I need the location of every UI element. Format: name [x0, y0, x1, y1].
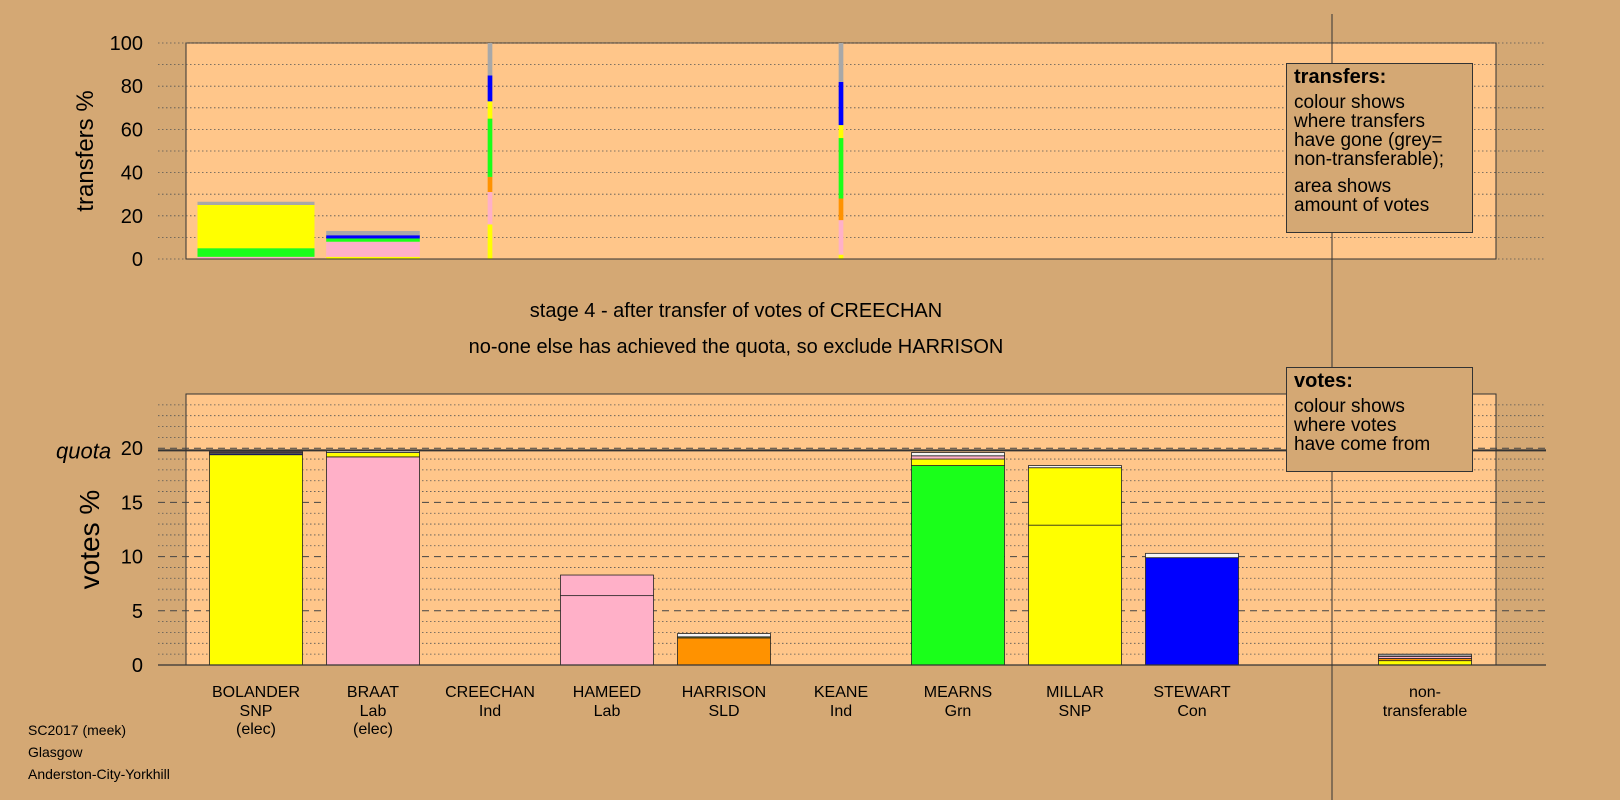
vote-bar-segment: [1028, 465, 1122, 469]
transfer-segment: [487, 176, 493, 193]
votes-legend-text: where votes: [1294, 415, 1397, 436]
nontransferable-label: transferable: [1383, 703, 1468, 720]
vote-bar-segment: [209, 451, 303, 453]
votes-tick-label: 5: [132, 601, 143, 623]
transfers-tick-label: 80: [121, 76, 143, 98]
candidate-party: Ind: [479, 703, 501, 720]
transfer-segment: [838, 220, 844, 255]
votes-legend-text: have come from: [1294, 434, 1431, 455]
transfers-legend: transfers: colour shows where transfers …: [1286, 63, 1473, 233]
transfers-axis-label: transfers %: [72, 90, 99, 211]
transfer-segment: [326, 256, 420, 259]
candidate-party: SNP: [240, 703, 273, 720]
transfer-segment: [838, 254, 844, 259]
transfer-segment: [487, 118, 493, 177]
transfers-legend-text: where transfers: [1294, 111, 1425, 132]
footer-ward: Anderston-City-Yorkhill: [28, 766, 170, 782]
vote-bar-segment: [911, 465, 1005, 666]
transfer-segment: [326, 230, 420, 236]
transfer-segment: [838, 138, 844, 199]
transfers-legend-text: have gone (grey=: [1294, 130, 1443, 151]
transfer-segment: [326, 241, 420, 257]
nontransferable-segment: [1378, 653, 1472, 657]
candidate-name: HAMEED: [573, 684, 641, 701]
transfers-legend-text: amount of votes: [1294, 195, 1430, 216]
candidate-name: MEARNS: [924, 684, 992, 701]
candidate-name: MILLAR: [1046, 684, 1104, 701]
transfer-segment: [326, 238, 420, 242]
footer-council: Glasgow: [28, 744, 83, 760]
transfer-segment: [197, 248, 315, 257]
candidate-status: (elec): [236, 721, 276, 738]
candidate-party: SLD: [708, 703, 739, 720]
vote-bar-segment: [911, 452, 1005, 457]
transfer-segment: [487, 224, 493, 259]
votes-axis-label: votes %: [74, 490, 105, 590]
vote-bar-segment: [326, 452, 420, 458]
candidate-name: BOLANDER: [212, 684, 300, 701]
votes-legend-title: votes:: [1294, 370, 1353, 392]
transfer-segment: [197, 201, 315, 205]
nontransferable-segment: [1378, 660, 1472, 666]
stage-title: stage 4 - after transfer of votes of CRE…: [529, 300, 943, 322]
transfer-segment: [326, 235, 420, 239]
candidate-party: SNP: [1059, 703, 1092, 720]
votes-tick-label: 10: [121, 547, 143, 569]
votes-tick-label: 20: [121, 438, 143, 460]
candidate-party: Grn: [945, 703, 972, 720]
transfer-segment: [838, 81, 844, 126]
vote-bar-segment: [1145, 552, 1239, 559]
transfers-tick-label: 20: [121, 206, 143, 228]
transfer-segment: [487, 192, 493, 225]
candidate-status: (elec): [353, 721, 393, 738]
vote-bar-segment: [560, 595, 654, 666]
vote-bar-segment: [1028, 467, 1122, 526]
candidate-name: HARRISON: [682, 684, 766, 701]
transfers-legend-text: colour shows: [1294, 92, 1405, 113]
votes-legend-text: colour shows: [1294, 396, 1405, 417]
transfers-legend-text: area shows: [1294, 176, 1392, 197]
vote-bar-segment: [326, 456, 420, 666]
transfer-segment: [487, 43, 493, 76]
vote-bar-segment: [677, 633, 771, 638]
candidate-name: BRAAT: [347, 684, 399, 701]
vote-bar-segment: [209, 454, 303, 666]
transfer-segment: [197, 256, 315, 259]
candidate-party: Lab: [360, 703, 387, 720]
quota-label: quota: [56, 438, 111, 463]
transfer-segment: [197, 205, 315, 249]
candidate-party: Con: [1177, 703, 1206, 720]
transfer-segment: [838, 125, 844, 139]
transfer-segment: [838, 43, 844, 82]
votes-tick-label: 15: [121, 492, 143, 514]
exclusion-note: no-one else has achieved the quota, so e…: [468, 336, 1004, 358]
transfers-tick-label: 60: [121, 119, 143, 141]
transfers-legend-text: non-transferable);: [1294, 149, 1444, 170]
vote-bar-segment: [1145, 557, 1239, 666]
candidate-name: KEANE: [814, 684, 868, 701]
vote-bar-segment: [677, 637, 771, 666]
candidate-party: Lab: [594, 703, 621, 720]
transfers-tick-label: 40: [121, 163, 143, 185]
footer-election: SC2017 (meek): [28, 722, 127, 738]
vote-bar-segment: [911, 455, 1005, 460]
candidate-name: STEWART: [1153, 684, 1231, 701]
nontransferable-label: non-: [1409, 684, 1441, 701]
votes-tick-label: 0: [132, 655, 143, 677]
transfers-tick-label: 100: [110, 33, 143, 55]
candidate-name: CREECHAN: [445, 684, 535, 701]
vote-bar-segment: [911, 458, 1005, 466]
votes-legend: votes: colour shows where votes have com…: [1286, 367, 1473, 472]
transfers-legend-title: transfers:: [1294, 66, 1387, 88]
transfer-segment: [838, 198, 844, 221]
transfers-tick-label: 0: [132, 249, 143, 271]
transfer-segment: [487, 101, 493, 119]
candidate-party: Ind: [830, 703, 852, 720]
transfer-segment: [487, 75, 493, 102]
vote-bar-segment: [1028, 524, 1122, 666]
vote-bar-segment: [560, 574, 654, 597]
